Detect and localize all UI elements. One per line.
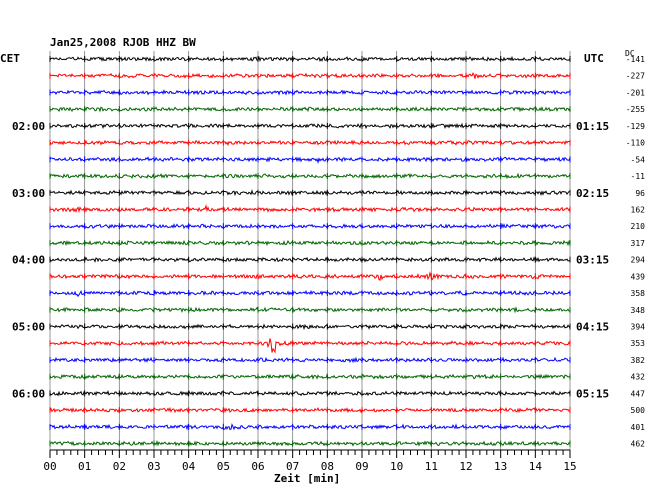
x-tick-label: 06 <box>251 460 264 473</box>
trace-line <box>49 323 571 331</box>
x-axis-label: Zeit [min] <box>274 472 340 485</box>
dc-offset-value: -11 <box>631 172 646 181</box>
right-hour-label: 01:15 <box>576 120 609 133</box>
trace-line <box>49 106 571 113</box>
trace-line <box>49 189 570 197</box>
dc-offset-value: -201 <box>626 88 645 97</box>
x-tick-label: 14 <box>529 460 543 473</box>
x-tick-label: 15 <box>563 460 576 473</box>
trace-line <box>49 139 571 147</box>
dc-offset-value: 358 <box>631 289 646 298</box>
seismic-traces <box>49 55 571 447</box>
left-hour-label: 06:00 <box>12 387 45 400</box>
right-hour-label: 05:15 <box>576 387 609 400</box>
x-tick-label: 11 <box>425 460 438 473</box>
x-tick-label: 02 <box>113 460 126 473</box>
dc-offset-value: 317 <box>631 239 646 248</box>
trace-line <box>49 390 571 397</box>
dc-offset-labels: -141 -227 -201 -255 -129 -110 -54 -11 96 162 210 31… <box>626 55 645 449</box>
x-tick-label: 00 <box>43 460 56 473</box>
trace-line <box>49 203 571 214</box>
dc-offset-value: -110 <box>626 139 645 148</box>
trace-line <box>49 306 570 314</box>
trace-line <box>49 373 571 380</box>
dc-offset-value: -141 <box>626 55 645 64</box>
right-zone-label: UTC <box>584 52 604 65</box>
trace-line <box>49 256 571 263</box>
x-tick-label: 13 <box>494 460 507 473</box>
dc-offset-value: 394 <box>631 323 646 332</box>
right-hour-label: 04:15 <box>576 321 609 334</box>
dc-offset-value: 401 <box>631 423 646 432</box>
left-hour-label: 05:00 <box>12 321 45 334</box>
dc-offset-value: 382 <box>631 356 646 365</box>
x-tick-label: 03 <box>147 460 160 473</box>
minute-gridlines <box>49 51 571 450</box>
x-tick-label: 05 <box>217 460 230 473</box>
dc-offset-value: -255 <box>626 105 645 114</box>
trace-line <box>49 239 571 247</box>
dc-offset-value: 348 <box>631 306 646 315</box>
left-hour-labels: 02:00 03:00 04:00 05:00 06:00 <box>12 120 45 401</box>
trace-line <box>49 271 571 281</box>
dc-offset-value: -54 <box>631 155 646 164</box>
left-hour-label: 03:00 <box>12 187 45 200</box>
trace-line <box>49 72 571 79</box>
trace-line <box>49 338 571 354</box>
trace-line <box>49 172 571 180</box>
x-tick-label: 12 <box>459 460 472 473</box>
trace-line <box>49 356 571 364</box>
trace-line <box>49 222 571 230</box>
trace-line <box>49 289 571 298</box>
dc-offset-value: 432 <box>631 373 646 382</box>
right-hour-labels: 01:15 02:15 03:15 04:15 05:15 <box>576 120 609 401</box>
trace-line <box>49 423 571 431</box>
trace-line <box>49 439 571 447</box>
dc-offset-value: 353 <box>631 339 646 348</box>
trace-line <box>49 89 571 96</box>
trace-line <box>49 55 571 63</box>
x-tick-label: 07 <box>286 460 299 473</box>
dc-offset-value: 500 <box>631 406 646 415</box>
x-tick-label: 09 <box>355 460 368 473</box>
dc-offset-value: 294 <box>631 256 646 265</box>
dc-offset-value: 96 <box>635 189 645 198</box>
dc-offset-value: -227 <box>626 72 645 81</box>
dc-offset-value: 462 <box>631 440 646 449</box>
dc-offset-value: -129 <box>626 122 645 131</box>
dc-offset-value: 162 <box>631 205 646 214</box>
chart-title: Jan25,2008 RJOB HHZ BW <box>50 36 196 49</box>
left-hour-label: 02:00 <box>12 120 45 133</box>
dc-offset-value: 439 <box>631 272 646 281</box>
right-hour-label: 02:15 <box>576 187 609 200</box>
left-zone-label: CET <box>0 52 20 65</box>
dc-label: DC <box>625 49 635 58</box>
x-tick-label: 10 <box>390 460 403 473</box>
x-tick-label: 08 <box>321 460 334 473</box>
trace-line <box>49 406 571 414</box>
trace-line <box>49 122 571 130</box>
left-hour-label: 04:00 <box>12 254 45 267</box>
trace-line <box>49 156 571 164</box>
x-tick-label: 04 <box>182 460 196 473</box>
right-hour-label: 03:15 <box>576 254 609 267</box>
dc-offset-value: 447 <box>631 389 646 398</box>
x-tick-label: 01 <box>78 460 91 473</box>
x-axis: 00 01 02 03 04 05 06 07 08 09 10 11 12 13 14 15 <box>43 449 577 473</box>
dc-offset-value: 210 <box>631 222 646 231</box>
